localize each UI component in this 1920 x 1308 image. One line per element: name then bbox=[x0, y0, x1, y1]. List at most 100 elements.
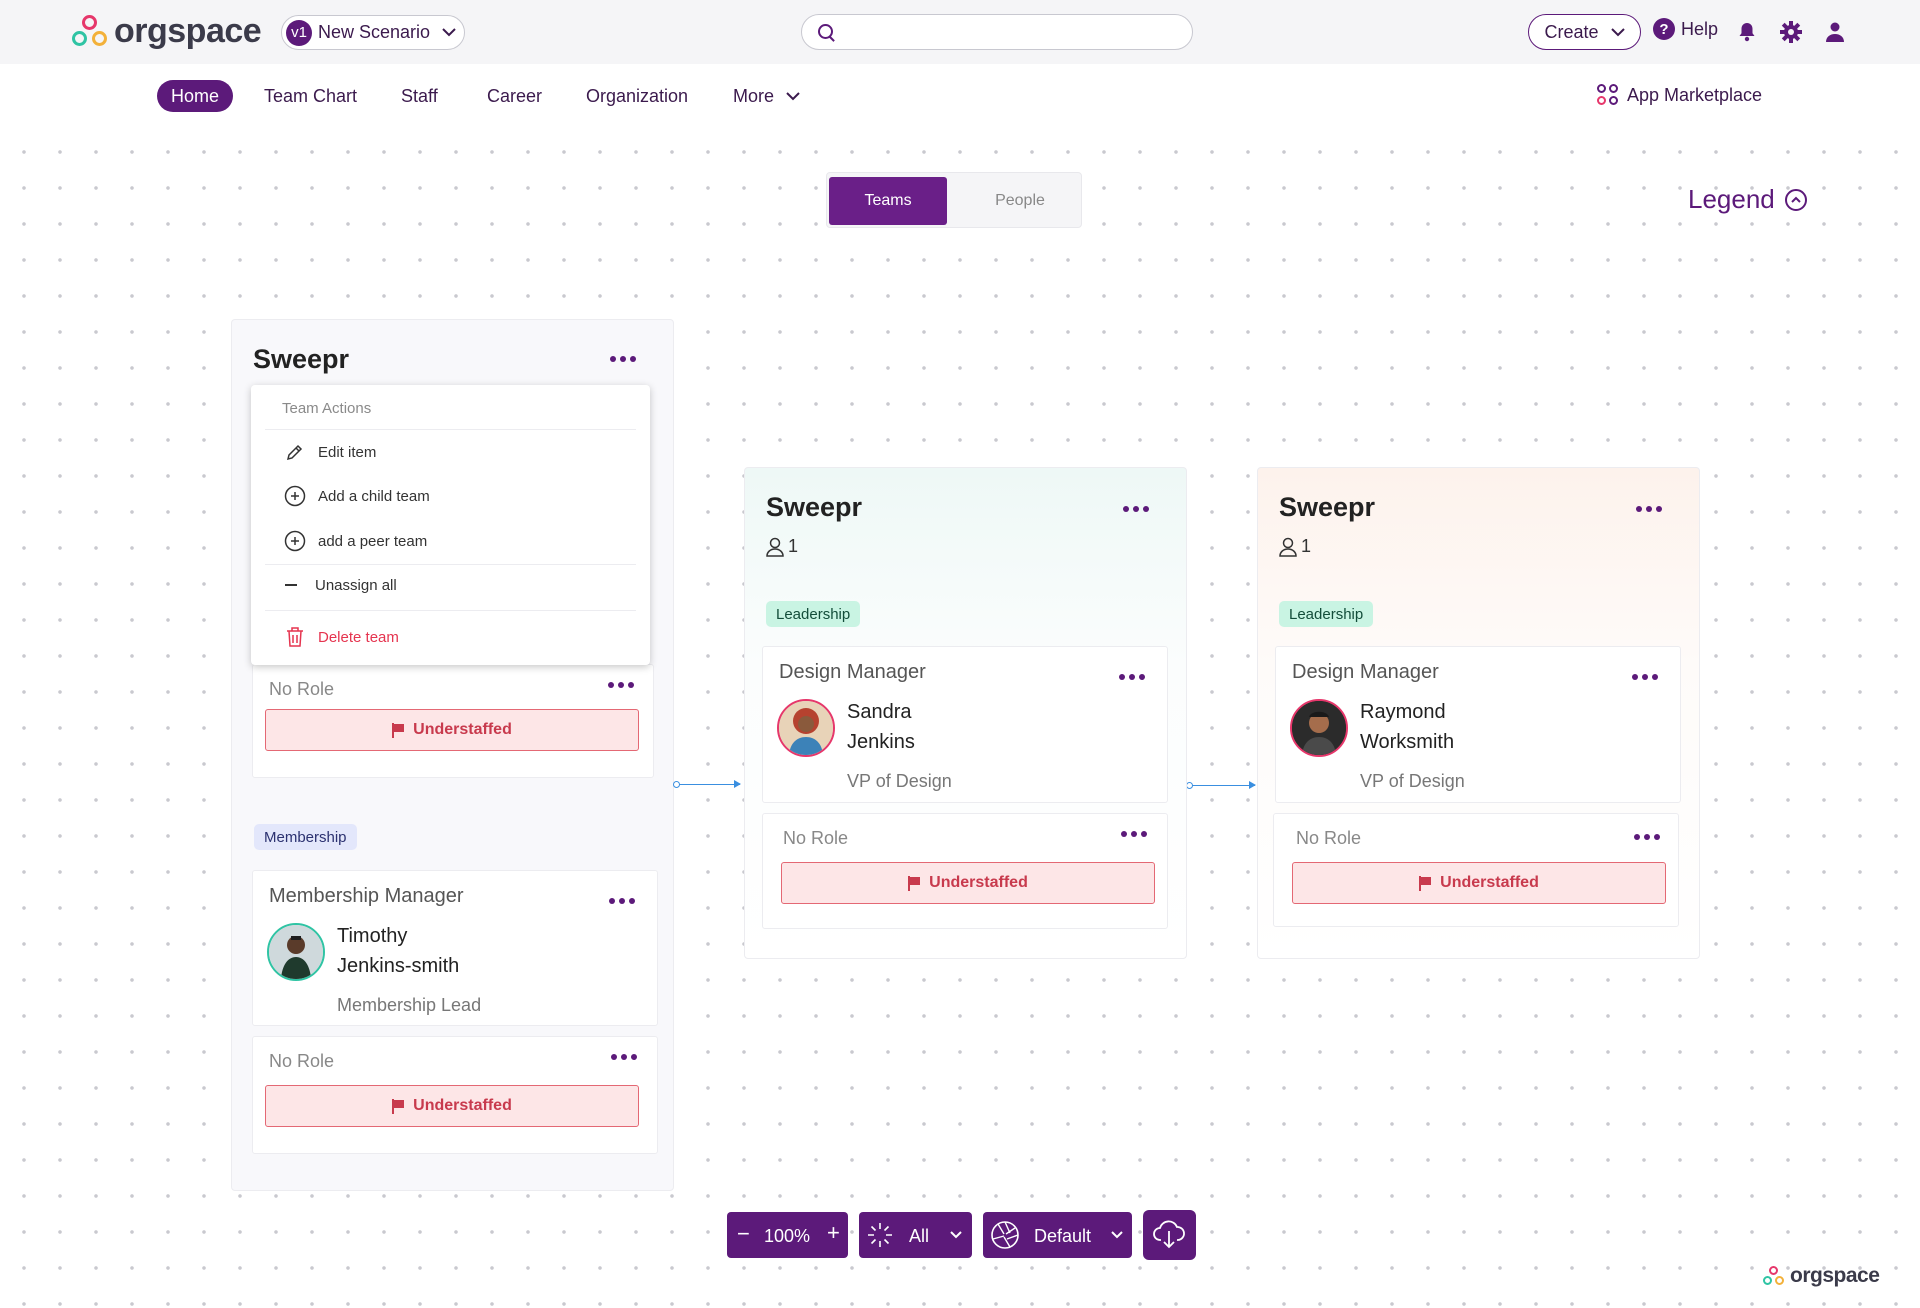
team-more-icon[interactable] bbox=[1636, 506, 1662, 512]
role-more-icon[interactable] bbox=[1634, 834, 1660, 840]
understaffed-badge[interactable]: Understaffed bbox=[265, 1085, 639, 1127]
nav-home[interactable]: Home bbox=[157, 80, 234, 112]
create-button[interactable]: Create bbox=[1528, 14, 1641, 50]
tab-people[interactable]: People bbox=[995, 192, 1045, 209]
person-title: Membership Lead bbox=[337, 995, 482, 1015]
role-title: No Role bbox=[783, 828, 849, 848]
understaffed-badge[interactable]: Understaffed bbox=[1292, 862, 1666, 904]
search-bar[interactable] bbox=[801, 14, 1193, 50]
understaffed-badge[interactable]: Understaffed bbox=[781, 862, 1155, 904]
role-card-no-role[interactable]: No Role Understaffed bbox=[762, 813, 1168, 929]
chevron-down-icon bbox=[950, 1231, 962, 1239]
role-card-design-manager[interactable]: Design Manager Sandra Jenkins VP of Desi… bbox=[762, 646, 1168, 803]
flag-icon bbox=[1419, 875, 1432, 891]
role-title: Design Manager bbox=[779, 661, 926, 683]
theme-dropdown[interactable]: Default bbox=[983, 1212, 1132, 1258]
role-more-icon[interactable] bbox=[611, 1054, 637, 1060]
scenario-selector[interactable]: v1 New Scenario bbox=[281, 15, 465, 50]
chevron-up-circle-icon bbox=[1784, 188, 1807, 211]
flag-icon bbox=[392, 722, 405, 738]
role-title: No Role bbox=[269, 679, 335, 699]
team-name: Sweepr bbox=[766, 492, 863, 522]
role-more-icon[interactable] bbox=[1119, 674, 1145, 680]
user-icon[interactable] bbox=[1822, 19, 1848, 45]
team-card-2[interactable]: Sweepr 1 Leadership Design Manager Sandr… bbox=[744, 467, 1187, 959]
person-name[interactable]: Timothy Jenkins-smith bbox=[337, 921, 459, 981]
member-count-value: 1 bbox=[1301, 536, 1312, 556]
role-card-no-role[interactable]: No Role Understaffed bbox=[252, 1036, 658, 1154]
member-count: 1 bbox=[766, 536, 798, 557]
scenario-version-badge: v1 bbox=[286, 19, 312, 46]
app-marketplace-label: App Marketplace bbox=[1627, 84, 1763, 105]
role-title: No Role bbox=[269, 1051, 335, 1071]
chevron-down-icon bbox=[442, 28, 456, 37]
tab-teams[interactable]: Teams bbox=[829, 177, 947, 225]
person-title: VP of Design bbox=[1360, 771, 1465, 791]
search-input[interactable] bbox=[842, 17, 1182, 47]
nav-organization[interactable]: Organization bbox=[586, 80, 688, 112]
role-card-membership-manager[interactable]: Membership Manager Timothy Jenkins-smith… bbox=[252, 870, 658, 1026]
person-last-name: Worksmith bbox=[1360, 731, 1455, 753]
person-name[interactable]: Sandra Jenkins bbox=[847, 697, 915, 757]
legend-toggle[interactable]: Legend bbox=[1688, 184, 1807, 215]
role-more-icon[interactable] bbox=[609, 898, 635, 904]
orgspace-logo[interactable]: orgspace bbox=[70, 12, 262, 51]
app-marketplace-link[interactable]: App Marketplace bbox=[1597, 84, 1762, 106]
role-card-no-role[interactable]: No Role Understaffed bbox=[1273, 813, 1679, 927]
menu-add-peer-team[interactable]: add a peer team bbox=[284, 530, 427, 552]
top-header: orgspace v1 New Scenario Create ? Help bbox=[0, 0, 1920, 64]
view-toggle: Teams People bbox=[826, 172, 1082, 228]
zoom-in-button[interactable]: + bbox=[827, 1220, 840, 1245]
zoom-level: 100% bbox=[764, 1226, 811, 1246]
filter-dropdown[interactable]: All bbox=[859, 1212, 972, 1258]
orgspace-watermark-logo: orgspace bbox=[1762, 1264, 1880, 1288]
member-count: 1 bbox=[1279, 536, 1311, 557]
menu-delete-team[interactable]: Delete team bbox=[284, 626, 399, 648]
person-first-name: Raymond bbox=[1360, 701, 1446, 723]
menu-item-label: add a peer team bbox=[318, 532, 428, 550]
zoom-out-button[interactable]: − bbox=[737, 1221, 750, 1246]
role-more-icon[interactable] bbox=[1632, 674, 1658, 680]
nav-staff-label: Staff bbox=[401, 85, 438, 106]
person-name[interactable]: Raymond Worksmith bbox=[1360, 697, 1454, 757]
team-actions-menu: Team Actions Edit item Add a child team … bbox=[251, 385, 650, 665]
understaffed-badge[interactable]: Understaffed bbox=[265, 709, 639, 751]
team-more-icon[interactable] bbox=[610, 356, 636, 362]
menu-add-child-team[interactable]: Add a child team bbox=[284, 485, 430, 507]
menu-item-label: Unassign all bbox=[315, 576, 397, 594]
avatar[interactable] bbox=[1290, 699, 1348, 757]
plus-circle-icon bbox=[284, 485, 306, 507]
menu-unassign-all[interactable]: Unassign all bbox=[281, 574, 397, 596]
download-button[interactable] bbox=[1143, 1210, 1196, 1260]
team-more-icon[interactable] bbox=[1123, 506, 1149, 512]
menu-divider bbox=[265, 429, 636, 430]
role-more-icon[interactable] bbox=[1121, 831, 1147, 837]
menu-edit-item[interactable]: Edit item bbox=[284, 441, 376, 463]
nav-team-chart[interactable]: Team Chart bbox=[264, 80, 357, 112]
team-card-3[interactable]: Sweepr 1 Leadership Design Manager Raymo… bbox=[1257, 467, 1700, 959]
nav-team-chart-label: Team Chart bbox=[264, 85, 358, 106]
avatar[interactable] bbox=[267, 923, 325, 981]
role-card-no-role[interactable]: No Role Understaffed bbox=[252, 664, 654, 778]
legend-label: Legend bbox=[1688, 184, 1775, 214]
gear-icon[interactable] bbox=[1778, 19, 1804, 45]
nav-more-label: More bbox=[733, 85, 775, 106]
aperture-icon bbox=[991, 1221, 1019, 1249]
nav-career[interactable]: Career bbox=[487, 80, 542, 112]
chevron-down-icon bbox=[786, 91, 800, 100]
menu-item-label: Edit item bbox=[318, 443, 377, 461]
help-button[interactable]: ? Help bbox=[1653, 18, 1718, 40]
scenario-label: New Scenario bbox=[318, 22, 431, 42]
apps-grid-icon bbox=[1597, 84, 1619, 106]
nav-more[interactable]: More bbox=[733, 80, 800, 112]
bell-icon[interactable] bbox=[1734, 19, 1760, 45]
nav-staff[interactable]: Staff bbox=[401, 80, 438, 112]
search-icon bbox=[818, 24, 833, 39]
avatar[interactable] bbox=[777, 699, 835, 757]
role-card-design-manager[interactable]: Design Manager Raymond Worksmith VP of D… bbox=[1275, 646, 1681, 803]
team-connector bbox=[1186, 781, 1256, 789]
pencil-icon bbox=[284, 441, 306, 463]
role-more-icon[interactable] bbox=[608, 682, 634, 688]
menu-item-label: Delete team bbox=[318, 628, 399, 646]
team-name: Sweepr bbox=[253, 344, 350, 374]
